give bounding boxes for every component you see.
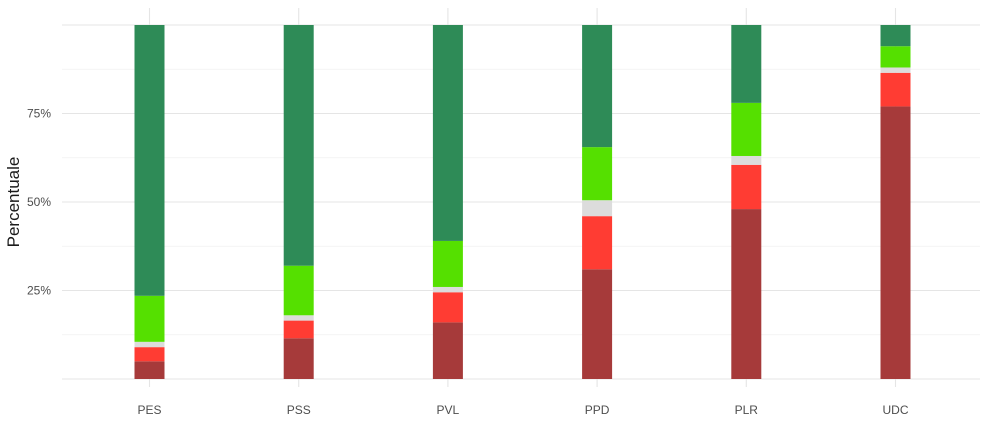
bar-segment-ppd-4	[582, 147, 613, 201]
bar-segment-pvl-5	[432, 25, 463, 241]
bar-segment-udc-3	[880, 67, 911, 73]
y-tick-label-75: 75%	[27, 107, 51, 121]
x-tick-label-pes: PES	[137, 403, 161, 417]
bar-segment-plr-3	[731, 155, 762, 165]
x-tick-label-plr: PLR	[735, 403, 759, 417]
bar-segment-udc-2	[880, 72, 911, 107]
bar-segment-ppd-1	[582, 269, 613, 379]
bar-segment-pvl-2	[432, 292, 463, 323]
y-axis-title: Percentuale	[4, 157, 23, 248]
x-tick-label-udc: UDC	[883, 403, 909, 417]
bar-segment-udc-1	[880, 106, 911, 380]
y-tick-label-50: 50%	[27, 195, 51, 209]
bar-segment-pss-5	[283, 25, 314, 266]
bar-segment-plr-2	[731, 164, 762, 210]
x-tick-label-ppd: PPD	[585, 403, 610, 417]
bar-segment-ppd-3	[582, 200, 613, 217]
bar-segment-udc-4	[880, 46, 911, 68]
bar-segment-pvl-4	[432, 240, 463, 287]
bar-segment-pss-1	[283, 338, 314, 379]
x-tick-label-pvl: PVL	[437, 403, 460, 417]
y-tick-labels: 25% 50% 75%	[27, 107, 51, 298]
x-tick-labels: PES PSS PVL PPD PLR UDC	[137, 403, 908, 417]
bar-segment-pes-3	[134, 341, 165, 348]
bar-segment-pes-4	[134, 295, 165, 342]
bar-segment-ppd-2	[582, 216, 613, 270]
bar-segment-udc-5	[880, 25, 911, 47]
bar-segment-pvl-3	[432, 286, 463, 293]
bar-segment-plr-5	[731, 25, 762, 103]
bar-segment-pvl-1	[432, 322, 463, 379]
x-tick-label-pss: PSS	[287, 403, 311, 417]
bar-segment-plr-1	[731, 209, 762, 379]
bar-segment-pss-4	[283, 265, 314, 316]
bar-segment-plr-4	[731, 102, 762, 156]
bar-segment-pes-1	[134, 361, 165, 379]
bar-segment-pes-2	[134, 347, 165, 362]
bar-segment-pss-3	[283, 315, 314, 321]
grid-lines	[62, 8, 980, 387]
bar-segment-ppd-5	[582, 25, 613, 148]
y-tick-label-25: 25%	[27, 284, 51, 298]
bar-segment-pss-2	[283, 320, 314, 339]
bars	[134, 25, 911, 380]
bar-segment-pes-5	[134, 25, 165, 296]
